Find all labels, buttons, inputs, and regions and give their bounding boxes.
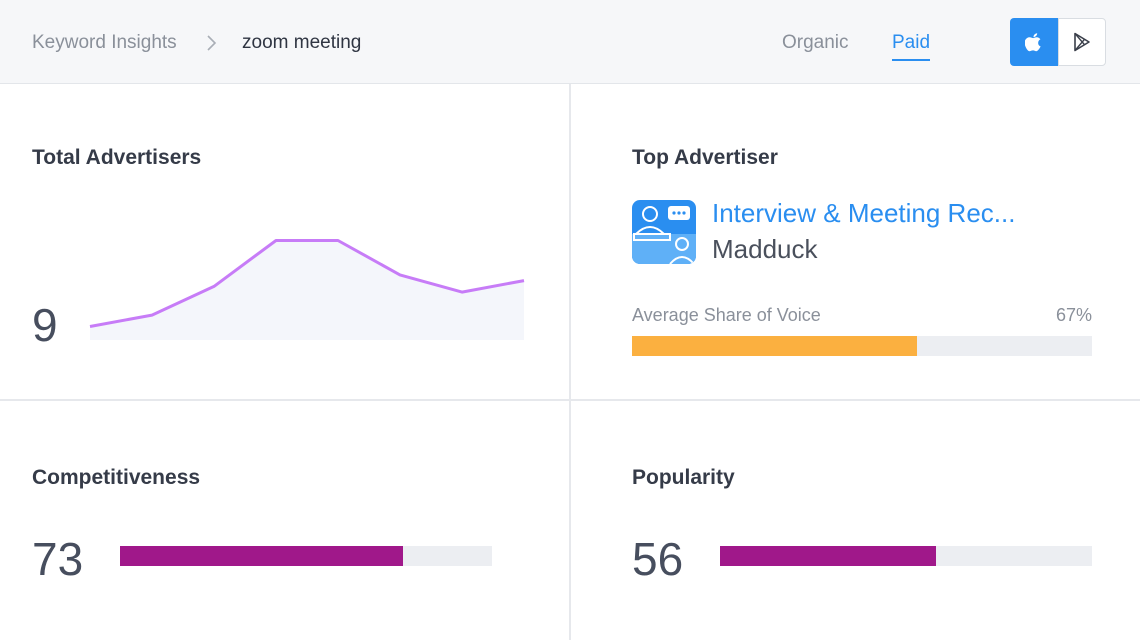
competitiveness-value: 73 [32,533,84,585]
popularity-title: Popularity [632,466,735,489]
ios-platform-button[interactable] [1010,18,1058,66]
google-play-icon [1074,32,1090,52]
top-advertiser-developer: Madduck [712,234,818,264]
row-divider [0,399,1140,401]
popularity-bar [720,546,1092,566]
total-advertisers-sparkline [89,239,525,340]
competitiveness-bar-fill [120,546,403,566]
active-tab-indicator [892,59,930,61]
sparkline-line [89,239,525,328]
breadcrumb-current: zoom meeting [242,32,362,53]
share-of-voice-label: Average Share of Voice [632,305,821,325]
breadcrumb-root[interactable]: Keyword Insights [32,32,177,53]
app-icon[interactable] [632,200,696,264]
column-divider [569,84,571,640]
chevron-right-icon [207,35,217,51]
competitiveness-bar [120,546,492,566]
apple-icon [1025,33,1041,52]
popularity-bar-fill [720,546,936,566]
top-advertiser-app-name[interactable]: Interview & Meeting Rec... [712,198,1016,228]
share-of-voice-bar [632,336,1092,356]
tab-paid[interactable]: Paid [892,32,931,53]
header-bar: Keyword Insights zoom meeting Organic Pa… [0,0,1140,84]
tab-organic[interactable]: Organic [782,32,849,53]
top-advertiser-title: Top Advertiser [632,146,778,169]
competitiveness-title: Competitiveness [32,466,201,489]
share-of-voice-value: 67% [1055,305,1092,325]
total-advertisers-title: Total Advertisers [32,146,202,169]
interview-app-icon [632,200,696,264]
total-advertisers-value: 9 [32,299,58,351]
google-play-platform-button[interactable] [1058,18,1106,66]
share-of-voice-bar-fill [632,336,918,356]
sparkline-area [90,240,524,340]
popularity-value: 56 [632,533,684,585]
